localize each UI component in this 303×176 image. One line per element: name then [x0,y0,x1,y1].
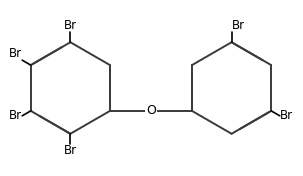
Text: Br: Br [280,109,293,122]
Text: Br: Br [231,19,245,32]
Text: O: O [146,104,156,117]
Text: Br: Br [64,19,77,32]
Text: Br: Br [9,109,22,122]
Text: Br: Br [64,144,77,157]
Text: Br: Br [9,47,22,60]
